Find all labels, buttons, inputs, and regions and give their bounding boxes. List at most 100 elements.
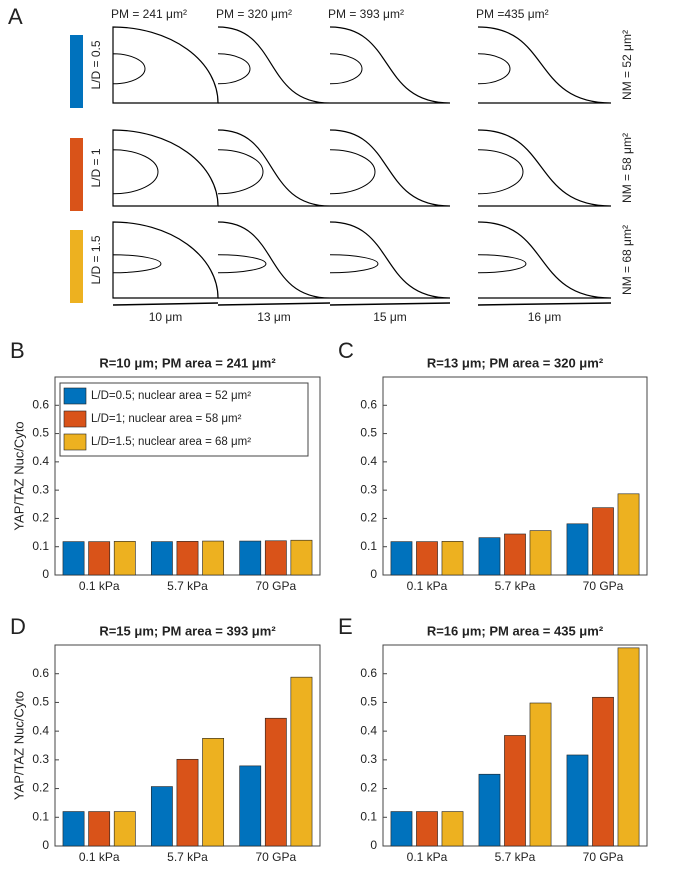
- cell-outline: [477, 129, 612, 207]
- legend-entry: L/D=1.5; nuclear area = 68 μm²: [91, 436, 251, 448]
- nucleus-outline: [477, 254, 527, 274]
- nucleus-outline: [112, 53, 146, 85]
- cell-outline: [477, 26, 612, 104]
- ld-swatch: [70, 35, 83, 108]
- bar: [62, 811, 85, 847]
- x-tick-label: 70 GPa: [583, 850, 624, 864]
- ld-swatch: [70, 138, 83, 211]
- bar: [202, 738, 225, 847]
- ld-label: L/D = 1: [89, 148, 103, 187]
- nm-label: NM = 68 μm²: [620, 225, 634, 295]
- chart-title: R=10 μm; PM area = 241 μm²: [99, 355, 276, 370]
- x-tick-label: 5.7 kPa: [495, 579, 536, 593]
- legend-swatch: [63, 387, 87, 405]
- nucleus-outline: [217, 53, 251, 85]
- bar: [504, 533, 526, 576]
- bar: [150, 541, 173, 576]
- x-tick-label: 0.1 kPa: [79, 850, 120, 864]
- bar: [290, 676, 313, 847]
- x-tick-label: 70 GPa: [583, 579, 624, 593]
- y-tick-label: 0.4: [360, 454, 377, 468]
- cell-outline: [329, 221, 451, 299]
- y-tick-label: 0.5: [360, 695, 377, 709]
- cell-outline: [477, 221, 612, 299]
- panel-label: C: [338, 338, 354, 363]
- pm-label: PM = 241 μm²: [111, 7, 187, 21]
- y-tick-label: 0.2: [32, 781, 49, 795]
- y-tick-label: 0.2: [360, 511, 377, 525]
- panel-label: E: [338, 614, 353, 639]
- panel-label: B: [10, 338, 25, 363]
- bar: [390, 541, 413, 576]
- bar: [566, 754, 589, 847]
- bar: [478, 537, 501, 576]
- scale-bar: [329, 302, 451, 306]
- nucleus-outline: [112, 254, 162, 274]
- y-tick-label: 0.1: [360, 809, 377, 823]
- nucleus-outline: [329, 53, 363, 85]
- bar: [176, 541, 199, 576]
- ld-swatch: [70, 230, 83, 303]
- y-tick-label: 0.4: [32, 723, 49, 737]
- pm-label: PM = 393 μm²: [328, 7, 404, 21]
- y-tick-label: 0.6: [360, 666, 377, 680]
- ld-label: L/D = 0.5: [89, 40, 103, 89]
- x-tick-label: 70 GPa: [255, 579, 296, 593]
- bar: [592, 696, 614, 847]
- nm-label: NM = 52 μm²: [620, 30, 634, 100]
- y-tick-label: 0.3: [32, 752, 49, 766]
- y-tick-label: 0: [370, 567, 377, 581]
- bar: [150, 786, 173, 847]
- nucleus-outline: [329, 149, 376, 195]
- y-tick-label: 0.3: [360, 752, 377, 766]
- y-tick-label: 0: [370, 838, 377, 852]
- bar: [264, 717, 287, 847]
- cell-outline: [112, 221, 219, 299]
- y-tick-label: 0: [42, 838, 49, 852]
- bar: [113, 541, 136, 576]
- nucleus-outline: [112, 149, 159, 195]
- bar: [113, 811, 136, 847]
- scale-bar: [112, 302, 219, 306]
- y-tick-label: 0.6: [32, 397, 49, 411]
- legend-box: [59, 382, 309, 457]
- bar: [264, 540, 287, 576]
- bar: [441, 811, 464, 847]
- bar: [617, 493, 640, 576]
- scale-label: 16 μm: [528, 310, 562, 324]
- y-tick-label: 0.5: [32, 695, 49, 709]
- x-tick-label: 70 GPa: [255, 850, 296, 864]
- bar: [390, 811, 413, 847]
- legend-swatch: [63, 433, 87, 451]
- y-axis-label: YAP/TAZ Nuc/Cyto: [11, 421, 26, 530]
- bar: [239, 540, 262, 576]
- y-tick-label: 0.5: [360, 426, 377, 440]
- x-tick-label: 0.1 kPa: [407, 850, 448, 864]
- y-tick-label: 0.2: [32, 511, 49, 525]
- bar: [416, 811, 438, 847]
- bar: [504, 735, 526, 847]
- bar: [202, 540, 225, 576]
- y-tick-label: 0.2: [360, 781, 377, 795]
- panel-label: A: [8, 4, 23, 29]
- scale-label: 15 μm: [373, 310, 407, 324]
- nm-label: NM = 58 μm²: [620, 133, 634, 203]
- y-tick-label: 0.1: [32, 809, 49, 823]
- cell-outline: [217, 26, 331, 104]
- bar: [529, 530, 552, 576]
- scale-bar: [477, 302, 612, 306]
- nucleus-outline: [477, 149, 524, 195]
- panel-label: D: [10, 614, 26, 639]
- bar: [416, 541, 438, 576]
- y-tick-label: 0.6: [32, 666, 49, 680]
- pm-label: PM = 320 μm²: [216, 7, 292, 21]
- nucleus-outline: [217, 254, 267, 274]
- bar: [290, 539, 313, 576]
- nucleus-outline: [477, 53, 511, 85]
- nucleus-outline: [329, 254, 379, 274]
- x-tick-label: 5.7 kPa: [167, 850, 208, 864]
- chart-title: R=13 μm; PM area = 320 μm²: [427, 355, 604, 370]
- y-tick-label: 0.1: [360, 539, 377, 553]
- y-tick-label: 0.1: [32, 539, 49, 553]
